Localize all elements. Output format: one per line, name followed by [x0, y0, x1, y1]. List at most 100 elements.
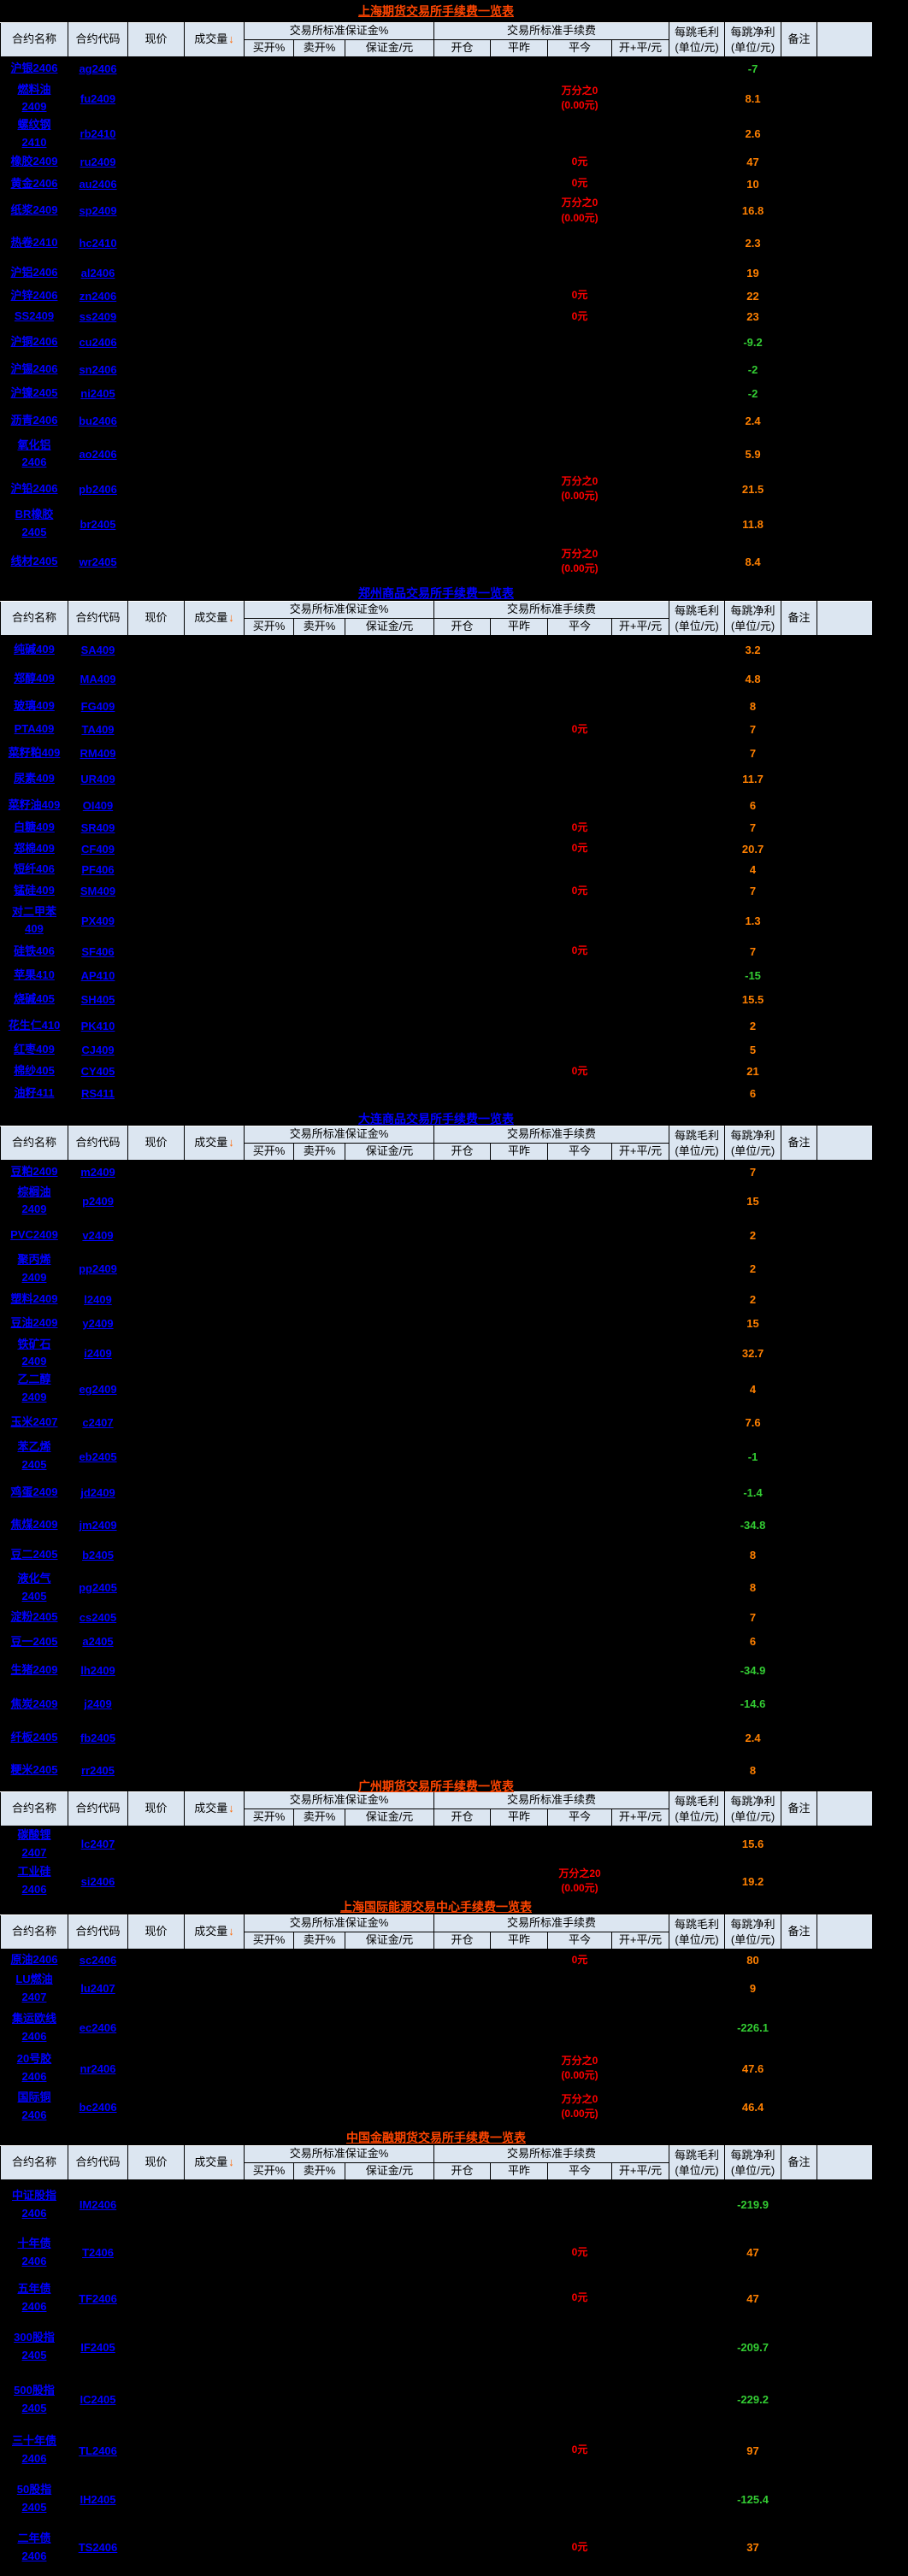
contract-name-link[interactable]: 集运欧线2406: [11, 2011, 56, 2043]
contract-name-link[interactable]: 纯碱409: [14, 642, 55, 656]
contract-name-link[interactable]: SS2409: [14, 309, 55, 323]
contract-code-link[interactable]: y2409: [82, 1317, 114, 1331]
contract-code-link[interactable]: RM409: [80, 746, 116, 760]
contract-name-link[interactable]: 纸浆2409: [10, 203, 58, 217]
contract-name-link[interactable]: PTA409: [14, 722, 55, 736]
contract-code-link[interactable]: TS2406: [78, 2541, 118, 2554]
contract-name-link[interactable]: 苯乙烯2405: [17, 1440, 51, 1472]
contract-name-link[interactable]: 塑料2409: [10, 1291, 58, 1305]
contract-name-link[interactable]: 焦炭2409: [10, 1697, 58, 1710]
contract-code-link[interactable]: jd2409: [80, 1485, 115, 1499]
contract-name-link[interactable]: 豆粕2409: [10, 1164, 58, 1178]
contract-code-link[interactable]: ec2406: [79, 2021, 117, 2034]
contract-code-link[interactable]: ni2405: [80, 386, 115, 400]
section-title-link[interactable]: 郑州商品交易所手续费一览表: [358, 586, 514, 600]
contract-name-link[interactable]: 淀粉2405: [10, 1610, 58, 1624]
contract-name-link[interactable]: 沪银2406: [10, 62, 58, 75]
contract-name-link[interactable]: 豆油2409: [10, 1316, 58, 1330]
contract-code-link[interactable]: v2409: [82, 1228, 114, 1242]
contract-code-link[interactable]: TL2406: [79, 2444, 117, 2457]
contract-code-link[interactable]: a2405: [82, 1635, 114, 1649]
contract-name-link[interactable]: 沪镍2405: [10, 385, 58, 399]
contract-code-link[interactable]: PF406: [81, 862, 115, 876]
contract-code-link[interactable]: wr2405: [79, 555, 117, 568]
contract-name-link[interactable]: 尿素409: [14, 772, 55, 785]
contract-code-link[interactable]: pp2409: [79, 1262, 117, 1276]
contract-code-link[interactable]: eg2409: [79, 1382, 117, 1396]
contract-code-link[interactable]: PX409: [80, 914, 115, 927]
contract-code-link[interactable]: bu2406: [79, 414, 117, 427]
contract-name-link[interactable]: 沪锡2406: [10, 362, 58, 375]
contract-name-link[interactable]: 焦煤2409: [10, 1518, 58, 1532]
contract-code-link[interactable]: b2405: [82, 1548, 114, 1561]
contract-code-link[interactable]: si2406: [80, 1874, 115, 1888]
contract-code-link[interactable]: eb2405: [79, 1450, 117, 1463]
contract-code-link[interactable]: CJ409: [81, 1044, 115, 1057]
contract-name-link[interactable]: 棉纱405: [14, 1064, 55, 1078]
contract-name-link[interactable]: 液化气2405: [17, 1571, 51, 1603]
contract-name-link[interactable]: 豆二2405: [10, 1547, 58, 1561]
contract-code-link[interactable]: zn2406: [79, 289, 117, 303]
contract-name-link[interactable]: BR橡胶2405: [15, 508, 54, 539]
contract-code-link[interactable]: cs2405: [79, 1610, 117, 1624]
contract-name-link[interactable]: 硅铁406: [14, 944, 55, 957]
contract-code-link[interactable]: ss2409: [79, 310, 117, 324]
contract-name-link[interactable]: 沪铅2406: [10, 481, 58, 495]
contract-code-link[interactable]: lu2407: [80, 1982, 115, 1995]
contract-name-link[interactable]: 红枣409: [14, 1043, 55, 1056]
contract-name-link[interactable]: 50股指2405: [16, 2483, 52, 2514]
contract-name-link[interactable]: 国际铜2406: [17, 2091, 51, 2121]
contract-code-link[interactable]: c2407: [82, 1416, 114, 1430]
contract-code-link[interactable]: SR409: [80, 821, 115, 834]
contract-code-link[interactable]: jm2409: [79, 1519, 117, 1532]
contract-code-link[interactable]: l2409: [84, 1292, 112, 1306]
sort-desc-icon[interactable]: ↓: [228, 611, 234, 625]
contract-name-link[interactable]: 纤板2405: [10, 1731, 58, 1744]
contract-code-link[interactable]: ru2409: [80, 156, 116, 169]
contract-code-link[interactable]: m2409: [80, 1165, 115, 1179]
sort-desc-icon[interactable]: ↓: [228, 32, 234, 46]
contract-name-link[interactable]: 原油2406: [10, 1952, 58, 1966]
contract-code-link[interactable]: hc2410: [79, 237, 117, 250]
contract-code-link[interactable]: j2409: [84, 1697, 112, 1711]
contract-name-link[interactable]: 碳酸锂2407: [17, 1828, 51, 1859]
contract-code-link[interactable]: FG409: [80, 700, 115, 713]
contract-name-link[interactable]: 500股指2405: [14, 2383, 55, 2414]
contract-code-link[interactable]: rb2410: [80, 127, 116, 141]
contract-name-link[interactable]: 工业硅2406: [17, 1865, 51, 1897]
contract-code-link[interactable]: rr2405: [80, 1763, 115, 1777]
contract-code-link[interactable]: OI409: [82, 798, 114, 812]
contract-name-link[interactable]: 燃料油2409: [17, 82, 51, 114]
contract-code-link[interactable]: ao2406: [79, 447, 117, 461]
contract-code-link[interactable]: T2406: [82, 2246, 114, 2259]
contract-code-link[interactable]: SM409: [80, 885, 116, 897]
contract-code-link[interactable]: sc2406: [79, 1953, 117, 1967]
contract-name-link[interactable]: 氧化铝2406: [17, 438, 51, 469]
contract-name-link[interactable]: 聚丙烯2409: [17, 1253, 51, 1284]
contract-name-link[interactable]: 锰硅409: [14, 884, 55, 897]
contract-name-link[interactable]: 菜籽油409: [8, 797, 61, 811]
sort-desc-icon[interactable]: ↓: [228, 1925, 234, 1938]
sort-desc-icon[interactable]: ↓: [228, 1802, 234, 1815]
contract-name-link[interactable]: 三十年债2406: [11, 2434, 56, 2465]
contract-code-link[interactable]: lh2409: [80, 1663, 115, 1677]
contract-name-link[interactable]: 十年债2406: [17, 2236, 51, 2267]
contract-code-link[interactable]: IF2405: [80, 2340, 115, 2354]
contract-name-link[interactable]: 对二甲苯409: [11, 904, 56, 936]
contract-code-link[interactable]: au2406: [79, 177, 117, 191]
contract-name-link[interactable]: 中证股指2406: [11, 2188, 56, 2220]
contract-name-link[interactable]: 热卷2410: [10, 236, 58, 250]
contract-code-link[interactable]: pg2405: [79, 1581, 117, 1595]
contract-code-link[interactable]: bc2406: [79, 2100, 117, 2114]
contract-name-link[interactable]: 沥青2406: [10, 413, 58, 426]
contract-name-link[interactable]: 黄金2406: [10, 176, 58, 190]
contract-name-link[interactable]: 沪锌2406: [10, 288, 58, 302]
contract-name-link[interactable]: 短纤406: [14, 862, 55, 875]
contract-name-link[interactable]: 郑棉409: [14, 841, 55, 855]
contract-code-link[interactable]: pb2406: [79, 482, 117, 496]
contract-name-link[interactable]: 橡胶2409: [10, 155, 58, 168]
contract-code-link[interactable]: IM2406: [79, 2198, 117, 2212]
contract-code-link[interactable]: br2405: [80, 517, 116, 531]
section-title-link[interactable]: 上海国际能源交易中心手续费一览表: [340, 1900, 532, 1914]
contract-name-link[interactable]: 棕榈油2409: [17, 1185, 51, 1216]
